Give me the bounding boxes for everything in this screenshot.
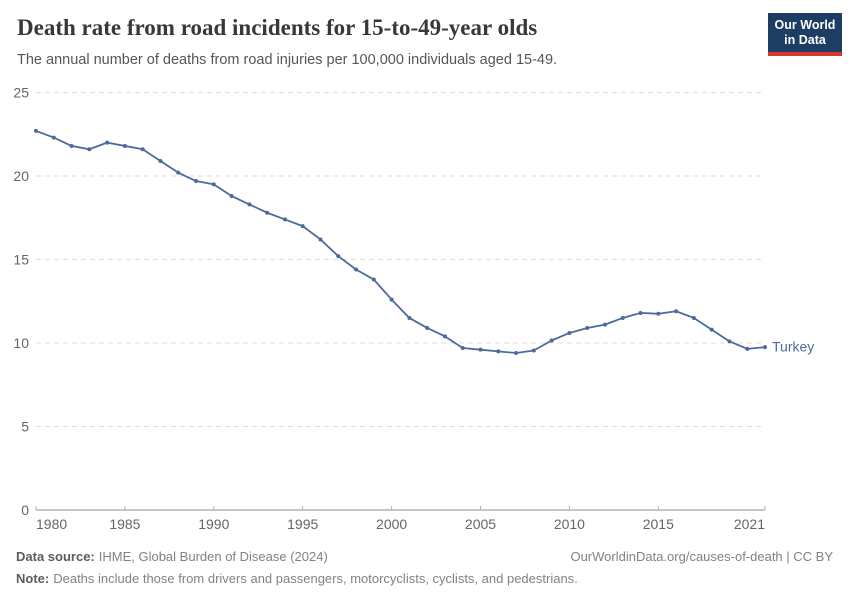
data-point — [265, 210, 270, 215]
x-tick-label: 1990 — [198, 516, 229, 532]
chart-footer: Data source: IHME, Global Burden of Disea… — [16, 549, 833, 586]
data-point — [620, 315, 625, 320]
data-point — [318, 237, 323, 242]
y-tick-label: 25 — [13, 85, 29, 101]
data-point — [691, 315, 696, 320]
chart-subtitle: The annual number of deaths from road in… — [17, 51, 558, 68]
x-tick-label: 2010 — [554, 516, 585, 532]
x-tick-label: 2021 — [734, 516, 765, 532]
x-tick-label: 2005 — [465, 516, 496, 532]
line-chart: 0 5 10 15 20 25 1980 1985 1990 1995 2000 2005 2010 20… — [0, 80, 850, 550]
data-point — [34, 128, 38, 133]
data-point — [354, 267, 359, 272]
data-point — [282, 217, 287, 222]
data-point — [585, 325, 590, 330]
data-point — [727, 339, 732, 344]
data-point — [158, 158, 163, 163]
data-point — [549, 338, 554, 343]
data-point — [371, 277, 376, 282]
data-point — [389, 297, 394, 302]
y-tick-label: 5 — [21, 419, 29, 435]
owid-logo-line1: Our World — [774, 18, 836, 32]
series-line — [35, 130, 766, 354]
data-point — [122, 143, 127, 148]
x-tick-label: 1995 — [287, 516, 318, 532]
data-point — [656, 311, 661, 316]
chart-note: Note: Deaths include those from drivers a… — [16, 571, 833, 586]
x-tick-label: 2015 — [643, 516, 674, 532]
data-point — [638, 310, 643, 315]
data-point — [140, 147, 145, 152]
data-point — [407, 315, 412, 320]
data-point — [567, 330, 572, 335]
data-point — [69, 143, 74, 148]
owid-logo-line2: in Data — [784, 33, 826, 47]
data-point — [211, 182, 216, 187]
data-source-label: Data source: — [16, 549, 95, 564]
data-point — [674, 309, 679, 314]
data-point — [709, 327, 714, 332]
note-label: Note: — [16, 571, 50, 586]
owid-logo[interactable]: Our World in Data — [768, 13, 842, 56]
data-point — [460, 346, 465, 351]
data-point — [51, 135, 56, 140]
data-point — [336, 254, 341, 259]
data-point — [229, 194, 234, 199]
x-tick-label: 2000 — [376, 516, 407, 532]
y-tick-label: 15 — [13, 252, 29, 268]
series-end-label[interactable]: Turkey — [772, 339, 814, 355]
footer-link[interactable]: OurWorldinData.org/causes-of-death | CC … — [570, 549, 833, 564]
data-point — [176, 170, 181, 175]
data-point — [531, 348, 536, 353]
data-point — [442, 334, 447, 339]
y-tick-label: 10 — [13, 335, 29, 351]
data-point — [763, 345, 767, 350]
data-point — [87, 147, 92, 152]
data-point — [745, 346, 750, 351]
data-point — [425, 325, 430, 330]
data-point — [602, 322, 607, 327]
x-tick-label: 1980 — [36, 516, 67, 532]
data-point — [496, 349, 501, 354]
data-point — [478, 347, 483, 352]
data-point — [194, 179, 199, 184]
x-tick-label: 1985 — [109, 516, 140, 532]
chart-canvas: 0 5 10 15 20 25 1980 1985 1990 1995 2000 2005 2010 20… — [13, 85, 814, 533]
note-value: Deaths include those from drivers and pa… — [53, 571, 578, 586]
y-tick-label: 20 — [13, 168, 29, 184]
chart-title: Death rate from road incidents for 15-to… — [17, 15, 538, 40]
data-source-value: IHME, Global Burden of Disease (2024) — [98, 549, 328, 564]
data-point — [105, 140, 110, 145]
data-source: Data source: IHME, Global Burden of Disea… — [16, 549, 328, 564]
data-point — [300, 224, 305, 229]
y-tick-label: 0 — [21, 502, 29, 518]
data-point — [514, 351, 519, 356]
data-point — [247, 202, 252, 207]
chart-header: Death rate from road incidents for 15-to… — [17, 14, 755, 69]
